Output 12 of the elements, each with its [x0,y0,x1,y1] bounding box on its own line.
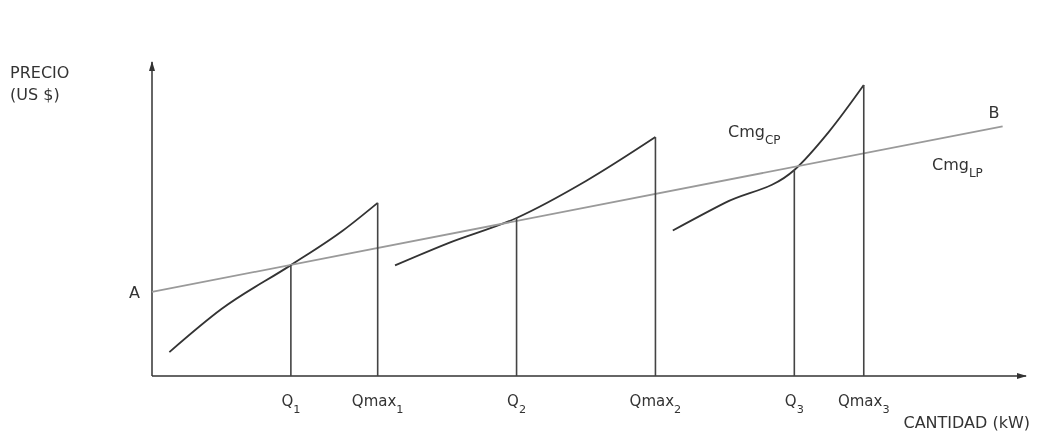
x-tick-label: Qmax$_{3}$ [837,392,890,416]
x-tick-label: Q$_{3}$ [784,392,804,416]
x-tick-label: Q$_{2}$ [507,392,527,416]
annotation: Cmg$_{LP}$ [932,155,983,180]
x-axis-title: CANTIDAD (kW) [903,413,1030,432]
text: PRECIO (US $) [10,63,70,104]
x-tick-label: Qmax$_{1}$ [351,392,404,416]
x-tick-label: Qmax$_{2}$ [629,392,682,416]
text: A [129,283,141,302]
x-tick-label: Q$_{1}$ [281,392,301,416]
annotation: Cmg$_{CP}$ [728,122,781,147]
annotation: B [988,103,1000,122]
